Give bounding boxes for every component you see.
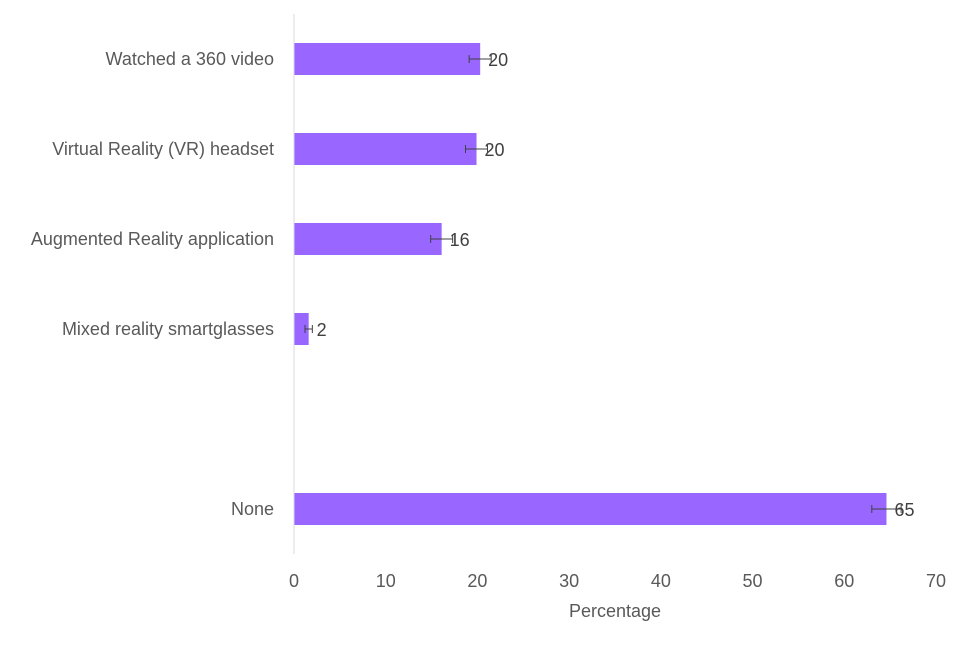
x-tick-label: 40: [651, 571, 671, 591]
x-tick-label: 70: [926, 571, 946, 591]
error-bar: [304, 325, 313, 333]
data-label: 20: [488, 50, 508, 70]
x-ticks-layer: 0 10 20 30 40 50 60 70: [289, 571, 946, 591]
x-tick-label: 60: [834, 571, 854, 591]
category-label: Augmented Reality application: [31, 229, 274, 249]
data-label: 65: [894, 500, 914, 520]
error-bar: [430, 235, 454, 243]
error-bars-layer: [304, 55, 902, 513]
error-bar: [465, 145, 489, 153]
bar: [294, 133, 477, 165]
bars-layer: [294, 43, 887, 525]
x-tick-label: 20: [467, 571, 487, 591]
error-bar: [871, 505, 902, 513]
data-label: 16: [450, 230, 470, 250]
x-axis-title: Percentage: [569, 601, 661, 621]
category-label: Virtual Reality (VR) headset: [52, 139, 274, 159]
error-bar: [468, 55, 492, 63]
bar: [294, 43, 481, 75]
x-tick-label: 10: [376, 571, 396, 591]
bar: [294, 223, 442, 255]
x-tick-label: 0: [289, 571, 299, 591]
bar: [294, 313, 309, 345]
data-label: 20: [485, 140, 505, 160]
category-label: Mixed reality smartglasses: [62, 319, 274, 339]
x-tick-label: 50: [743, 571, 763, 591]
bar: [294, 493, 887, 525]
x-tick-label: 30: [559, 571, 579, 591]
data-label: 2: [317, 320, 327, 340]
labels-layer: Watched a 360 video 20 Virtual Reality (VR…: [31, 49, 915, 520]
category-label: None: [231, 499, 274, 519]
category-label: Watched a 360 video: [106, 49, 274, 69]
